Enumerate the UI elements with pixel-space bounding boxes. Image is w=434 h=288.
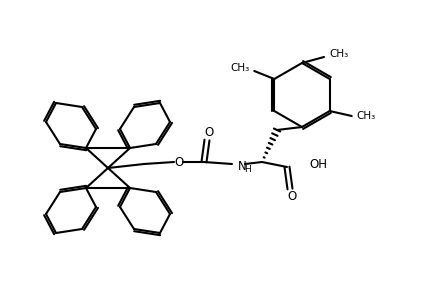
Text: O: O xyxy=(204,126,214,139)
Text: O: O xyxy=(287,190,296,204)
Text: CH₃: CH₃ xyxy=(230,63,249,73)
Text: O: O xyxy=(174,156,184,168)
Text: CH₃: CH₃ xyxy=(357,111,376,121)
Text: N: N xyxy=(238,160,247,173)
Text: OH: OH xyxy=(309,158,327,171)
Text: CH₃: CH₃ xyxy=(329,49,348,59)
Text: H: H xyxy=(244,166,251,175)
